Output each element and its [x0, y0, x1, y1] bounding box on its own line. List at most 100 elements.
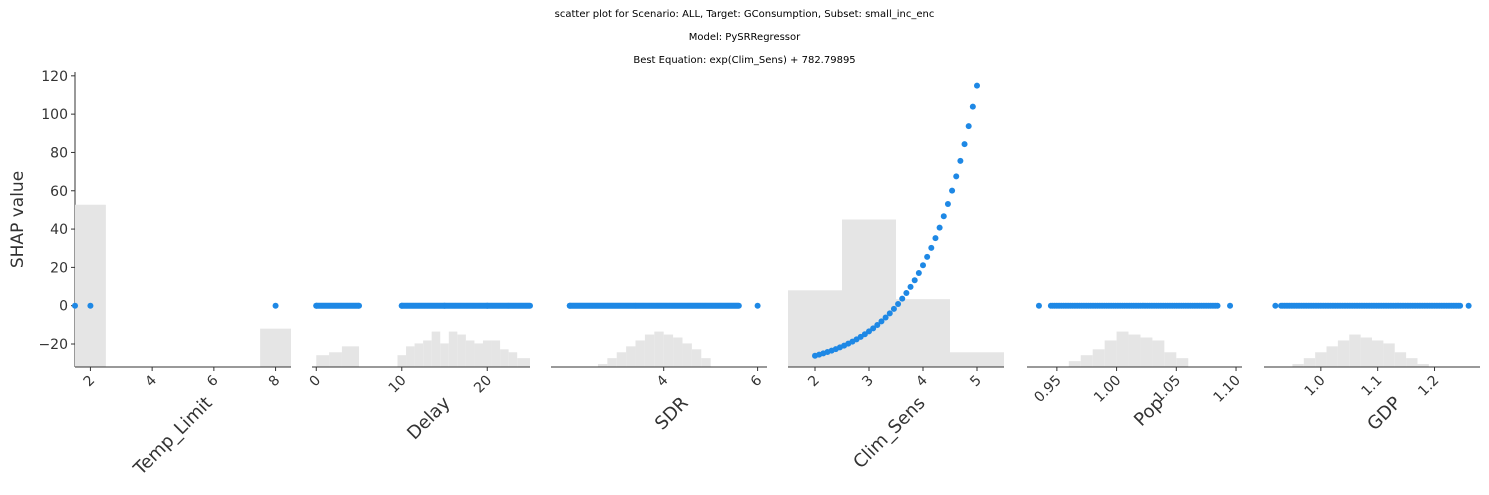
hist-bar — [1372, 340, 1384, 367]
chart-title-line-1: scatter plot for Scenario: ALL, Target: … — [554, 9, 935, 20]
data-point — [272, 302, 279, 309]
hist-bar — [1417, 364, 1429, 367]
hist-bar — [1176, 358, 1189, 367]
chart-title-line-3: Best Equation: exp(Clim_Sens) + 782.7989… — [633, 55, 856, 66]
hist-bar — [316, 355, 330, 367]
hist-bar — [673, 337, 683, 367]
data-point — [72, 302, 78, 309]
hist-bar — [465, 340, 475, 367]
data-point — [754, 302, 761, 309]
hist-bar — [431, 331, 441, 367]
x-tick-label: 0 — [306, 373, 324, 391]
hist-bar — [517, 358, 530, 367]
data-point — [969, 103, 976, 110]
data-point — [1214, 302, 1221, 309]
hist-bar — [397, 355, 407, 367]
data-point — [974, 82, 980, 89]
hist-bar — [423, 340, 432, 367]
hist-bar — [1140, 337, 1153, 367]
data-point — [1465, 302, 1472, 309]
x-axis-label: Delay — [403, 392, 455, 444]
hist-bar — [474, 343, 483, 367]
x-tick-label: 4 — [654, 372, 672, 390]
data-point — [735, 302, 742, 309]
data-point — [882, 314, 889, 321]
data-point — [1035, 302, 1042, 309]
y-tick-label: 100 — [41, 107, 68, 123]
x-tick-label: 0.95 — [1031, 373, 1064, 406]
hist-bar — [1128, 334, 1141, 367]
panel-sdr: 4 6 SDR — [551, 302, 767, 435]
hist-bar — [597, 364, 608, 367]
data-point — [355, 302, 362, 309]
hist-bar — [635, 340, 645, 367]
y-tick-label: 80 — [50, 145, 68, 161]
hist-bar — [1152, 340, 1165, 367]
x-tick-label: 20 — [471, 373, 495, 397]
data-point — [1227, 302, 1234, 309]
x-axis-label: Temp_Limit — [129, 393, 216, 480]
hist-bar — [701, 358, 711, 367]
x-tick-label: 10 — [386, 373, 410, 397]
hist-bar — [1116, 331, 1129, 367]
x-tick-label: 5 — [967, 373, 985, 391]
hist-bar — [1394, 352, 1407, 367]
data-point — [866, 328, 872, 335]
hist-bar — [1315, 352, 1327, 367]
hist-bar — [482, 340, 492, 367]
panel-delay: 0 10 20 Delay — [306, 302, 533, 444]
hist-bar — [1326, 346, 1338, 367]
hist-bar — [440, 343, 449, 367]
x-tick-label: 1.2 — [1415, 373, 1442, 400]
y-tick-label: 120 — [41, 69, 68, 85]
x-tick-label: 1.1 — [1358, 373, 1385, 400]
x-tick-label: 3 — [859, 373, 877, 391]
x-tick-label: 1.10 — [1211, 373, 1244, 406]
y-tick-label: 40 — [50, 222, 68, 238]
hist-bar — [1349, 334, 1361, 367]
data-point — [936, 224, 943, 231]
panel-clim-sens: 2 3 4 5 Clim_Sens — [788, 82, 1004, 473]
hist-bar — [1303, 358, 1316, 367]
hist-bar — [341, 346, 360, 367]
hist-bar — [616, 352, 627, 367]
x-tick-label: 1.0 — [1302, 373, 1329, 400]
data-point — [953, 173, 960, 180]
data-point — [907, 283, 914, 290]
hist-bar — [654, 331, 664, 367]
data-point — [961, 141, 968, 148]
hist-bar — [1292, 364, 1304, 367]
panel-temp-limit: 2 4 6 8 Temp_Limit — [72, 204, 291, 480]
x-axis-label: SDR — [651, 393, 693, 435]
hist-bar — [329, 352, 342, 367]
x-tick-label: 2 — [81, 373, 99, 391]
data-point — [940, 213, 947, 220]
hist-bar — [626, 346, 636, 367]
data-point — [949, 187, 956, 194]
data-point — [87, 302, 94, 309]
hist-bar — [1360, 337, 1372, 367]
data-point — [895, 300, 902, 307]
data-point — [915, 270, 922, 277]
hist-bar — [663, 334, 674, 367]
hist-bar — [644, 334, 655, 367]
y-tick-label: 60 — [50, 184, 68, 200]
hist-bar — [508, 352, 518, 367]
hist-bar — [406, 346, 415, 367]
data-point — [890, 305, 897, 312]
hist-bar — [1068, 361, 1081, 367]
data-point — [878, 318, 885, 325]
data-point — [932, 235, 939, 242]
data-point — [911, 277, 918, 284]
data-point — [928, 244, 935, 251]
hist-bar — [1080, 355, 1093, 367]
hist-bar — [1104, 340, 1117, 367]
x-tick-label: 1.00 — [1091, 373, 1124, 406]
hist-bar — [1164, 352, 1177, 367]
hist-bar — [1092, 349, 1105, 367]
hist-bar — [1406, 358, 1418, 367]
data-point — [874, 321, 881, 328]
hist-bar — [607, 358, 617, 367]
x-tick-label: 4 — [142, 372, 160, 390]
